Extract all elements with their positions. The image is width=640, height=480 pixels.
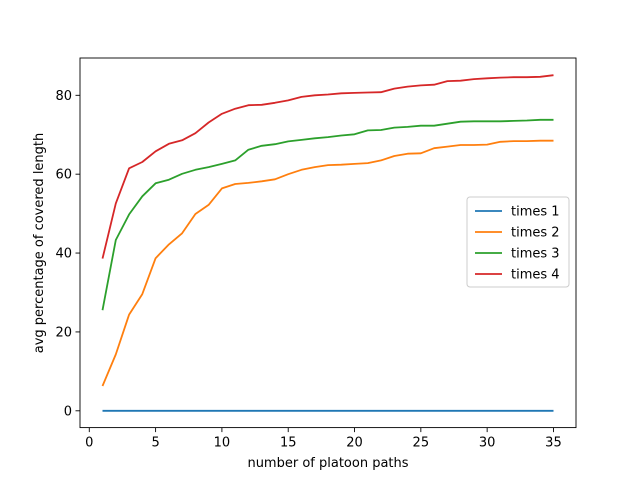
plot-frame [79,57,577,429]
y-axis-label: avg percentage of covered length [32,133,47,354]
series-line-2 [101,139,554,387]
x-axis-label: number of platoon paths [247,456,408,471]
x-tick-label: 10 [214,436,231,451]
series-line-4 [101,74,554,259]
x-tick-label: 25 [413,436,430,451]
x-tick-label: 0 [85,436,93,451]
x-tick-label: 15 [280,436,297,451]
x-tick-label: 5 [151,436,159,451]
y-tick-label: 20 [55,325,72,340]
x-tick-label: 30 [479,436,496,451]
y-tick-label: 80 [55,89,72,104]
x-tick-label: 35 [545,436,562,451]
x-tick-label: 20 [346,436,363,451]
y-tick-label: 0 [64,404,72,419]
legend-label: times 3 [511,247,560,262]
x-ticks: 0 5 10 15 20 25 30 35 [85,427,562,451]
legend: times 1 times 2 times 3 times 4 [466,196,570,288]
legend-label: times 4 [511,268,560,283]
legend-label: times 2 [511,226,560,241]
y-tick-label: 60 [55,168,72,183]
legend-label: times 1 [511,205,560,220]
legend-box [466,196,570,288]
y-tick-label: 40 [55,247,72,262]
series-layer [101,74,554,412]
series-line-3 [101,118,554,311]
y-ticks: 0 20 40 60 80 [55,89,80,419]
